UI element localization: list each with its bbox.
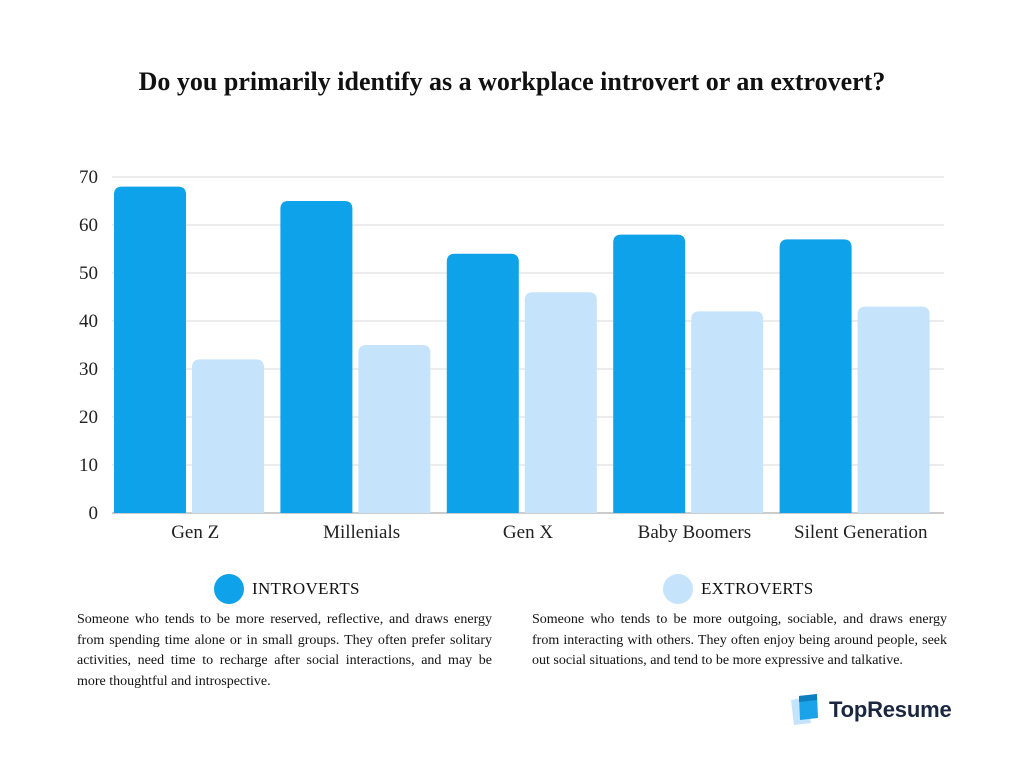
introverts-description: Someone who tends to be more reserved, r… — [77, 612, 492, 689]
legend-swatch-introverts — [214, 574, 244, 604]
bar-introverts-gen-x — [446, 253, 519, 514]
bar-chart: 0 10 20 30 40 50 60 70 Gen Z Millenials Gen X Baby… — [79, 167, 944, 543]
bar-extroverts-gen-z — [192, 359, 264, 513]
x-axis-category-labels: Gen Z Millenials Gen X Baby Boomers Silent G… — [171, 522, 928, 543]
x-category-label: Baby Boomers — [638, 522, 751, 543]
legend-item-introverts: INTROVERTS — [214, 574, 360, 604]
bar-introverts-millenials — [280, 201, 353, 513]
legend-item-extroverts: EXTROVERTS — [663, 574, 813, 604]
extroverts-description: Someone who tends to be more outgoing, s… — [532, 612, 947, 668]
legend-label-introverts: INTROVERTS — [252, 579, 360, 598]
legend-label-extroverts: EXTROVERTS — [701, 579, 814, 598]
y-tick-label: 30 — [79, 359, 98, 380]
topresume-logo-icon — [790, 694, 820, 726]
y-axis-tick-labels: 0 10 20 30 40 50 60 70 — [79, 167, 98, 524]
brand-name: TopResume — [829, 697, 952, 722]
y-tick-label: 10 — [79, 455, 98, 476]
x-category-label: Millenials — [323, 522, 400, 543]
x-category-label: Silent Generation — [794, 522, 928, 543]
bar-extroverts-baby-boomers — [691, 311, 764, 513]
bars — [114, 186, 930, 514]
x-category-label: Gen X — [503, 522, 553, 543]
y-tick-label: 0 — [89, 503, 99, 524]
bar-extroverts-millenials — [358, 345, 431, 513]
bar-extroverts-silent-generation — [857, 306, 930, 513]
y-tick-label: 20 — [79, 407, 98, 428]
bar-introverts-silent-generation — [779, 239, 852, 513]
bar-extroverts-gen-x — [524, 292, 597, 513]
chart-title: Do you primarily identify as a workplace… — [138, 67, 886, 96]
bar-introverts-gen-z — [114, 186, 186, 513]
x-category-label: Gen Z — [171, 522, 219, 543]
y-tick-label: 50 — [79, 263, 98, 284]
bar-introverts-baby-boomers — [613, 234, 686, 513]
y-tick-label: 60 — [79, 215, 98, 236]
brand-logo: TopResume — [790, 694, 952, 726]
y-tick-label: 40 — [79, 311, 98, 332]
y-tick-label: 70 — [79, 167, 98, 188]
legend-swatch-extroverts — [663, 574, 693, 604]
